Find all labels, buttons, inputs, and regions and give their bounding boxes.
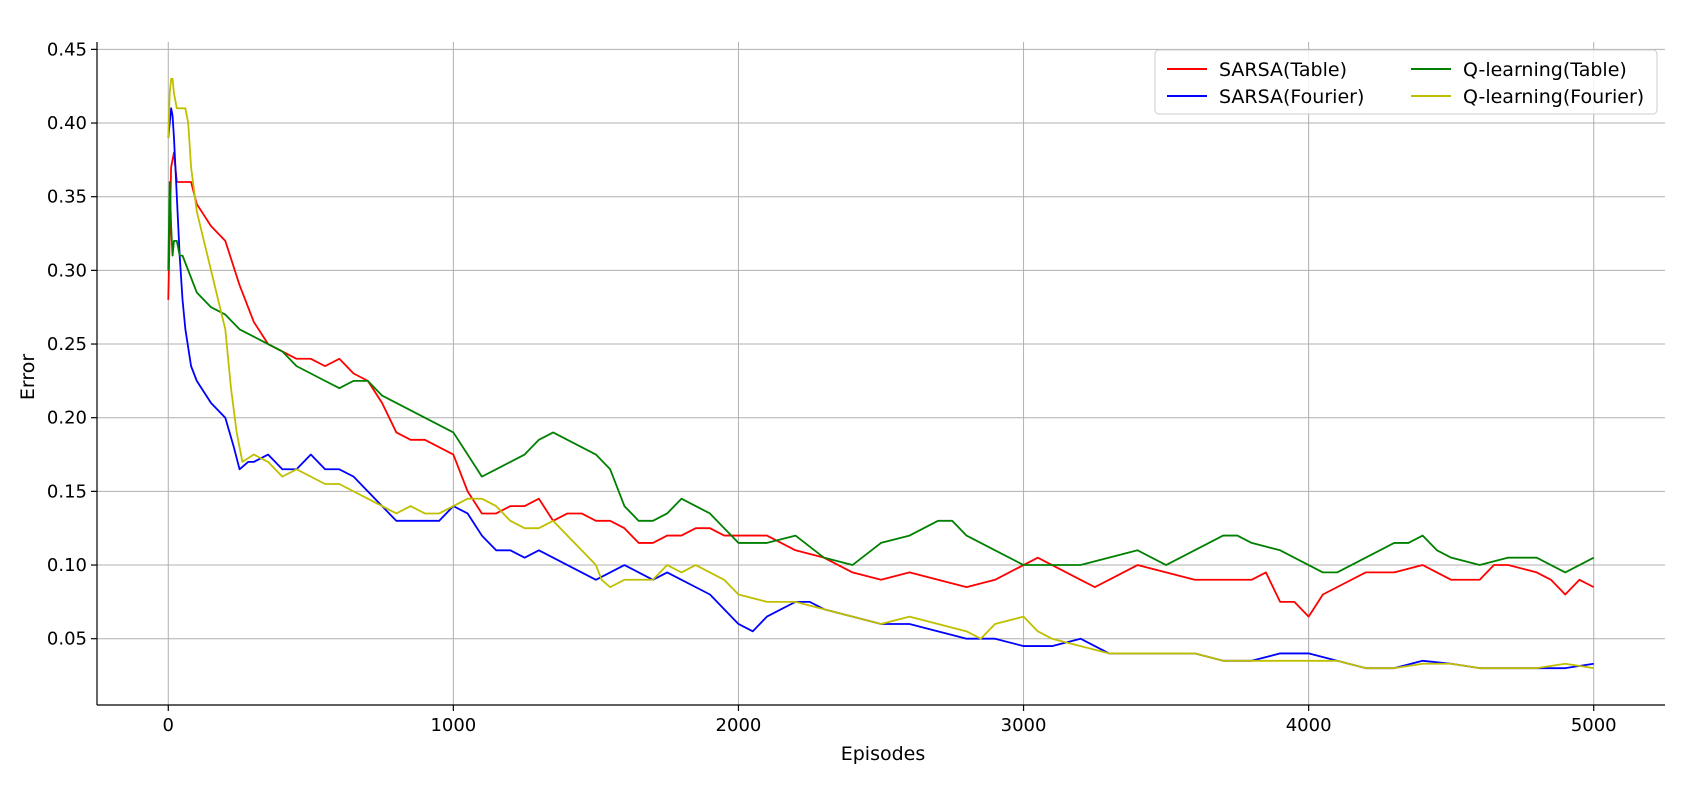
series-line-2 [167, 181, 1595, 574]
legend-label-3: Q-learning(Fourier) [1463, 86, 1644, 108]
series-layer [167, 77, 1595, 670]
x-tick-label: 5000 [1571, 715, 1617, 736]
x-axis-label: Episodes [841, 743, 926, 765]
y-tick-label: 0.15 [47, 481, 87, 502]
series-line-0 [167, 151, 1595, 618]
legend-label-1: SARSA(Fourier) [1219, 86, 1364, 108]
x-axis-ticks: 0 1000 2000 3000 4000 5000 [163, 705, 1617, 736]
y-tick-label: 0.40 [47, 113, 87, 134]
y-tick-label: 0.05 [47, 629, 87, 650]
x-tick-label: 2000 [716, 715, 762, 736]
grid-lines [97, 42, 1665, 705]
y-axis-label: Error [17, 354, 39, 401]
x-tick-label: 4000 [1286, 715, 1332, 736]
y-tick-label: 0.30 [47, 260, 87, 281]
legend-label-0: SARSA(Table) [1219, 59, 1347, 81]
y-tick-label: 0.45 [47, 39, 87, 60]
x-tick-label: 0 [163, 715, 174, 736]
legend-label-2: Q-learning(Table) [1463, 59, 1627, 81]
x-tick-label: 1000 [430, 715, 476, 736]
axes [96, 42, 1665, 706]
legend: SARSA(Table) SARSA(Fourier) Q-learning(Tab… [1154, 49, 1658, 115]
y-tick-label: 0.10 [47, 555, 87, 576]
y-tick-label: 0.35 [47, 187, 87, 208]
legend-box [1154, 49, 1658, 115]
series-line-3 [167, 77, 1594, 670]
y-axis-ticks: 0.05 0.10 0.15 0.20 0.25 0.30 0.35 0.40 0.45 [47, 39, 97, 650]
y-tick-label: 0.20 [47, 408, 87, 429]
y-tick-label: 0.25 [47, 334, 87, 355]
x-tick-label: 3000 [1001, 715, 1047, 736]
